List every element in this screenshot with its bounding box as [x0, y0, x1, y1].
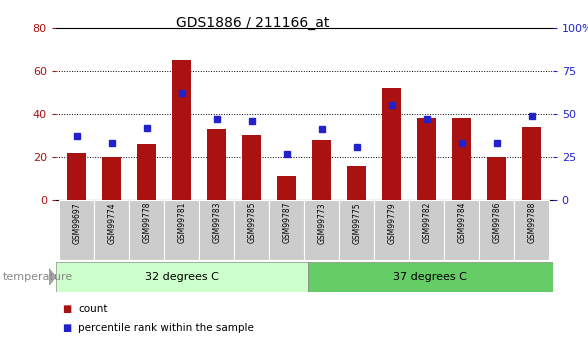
Bar [102, 157, 122, 200]
Bar [56, 262, 308, 292]
Text: GSM99774: GSM99774 [108, 202, 116, 244]
Bar [95, 200, 129, 260]
Text: GSM99775: GSM99775 [352, 202, 361, 244]
Bar [165, 200, 199, 260]
Text: GSM99781: GSM99781 [178, 202, 186, 243]
Text: 32 degrees C: 32 degrees C [145, 272, 219, 282]
Bar [514, 200, 549, 260]
Bar [312, 140, 332, 200]
Bar [487, 157, 506, 200]
Bar [409, 200, 444, 260]
Bar [277, 176, 296, 200]
Bar [308, 262, 553, 292]
Text: GSM99785: GSM99785 [248, 202, 256, 244]
Text: GSM99788: GSM99788 [527, 202, 536, 243]
Text: GSM99787: GSM99787 [282, 202, 291, 244]
Text: GSM99697: GSM99697 [72, 202, 81, 244]
Bar [445, 200, 479, 260]
Bar [382, 88, 402, 200]
Text: GSM99778: GSM99778 [142, 202, 151, 244]
Bar [199, 200, 234, 260]
Text: GSM99773: GSM99773 [318, 202, 326, 244]
Bar [242, 136, 262, 200]
Bar [417, 118, 436, 200]
Bar [522, 127, 542, 200]
Bar [375, 200, 409, 260]
Polygon shape [49, 268, 56, 286]
Bar [172, 60, 192, 200]
Text: GSM99786: GSM99786 [492, 202, 501, 244]
Bar [269, 200, 304, 260]
Bar [67, 152, 86, 200]
Text: percentile rank within the sample: percentile rank within the sample [78, 323, 254, 333]
Text: GDS1886 / 211166_at: GDS1886 / 211166_at [176, 16, 329, 30]
Text: GSM99784: GSM99784 [457, 202, 466, 244]
Bar [479, 200, 514, 260]
Text: ■: ■ [62, 323, 71, 333]
Text: GSM99783: GSM99783 [212, 202, 221, 244]
Text: temperature: temperature [3, 272, 73, 282]
Bar [207, 129, 226, 200]
Text: GSM99782: GSM99782 [422, 202, 431, 243]
Bar [59, 200, 94, 260]
Bar [347, 166, 366, 200]
Text: 37 degrees C: 37 degrees C [393, 272, 467, 282]
Text: count: count [78, 304, 108, 314]
Bar [339, 200, 374, 260]
Bar [235, 200, 269, 260]
Bar [129, 200, 164, 260]
Text: ■: ■ [62, 304, 71, 314]
Text: GSM99779: GSM99779 [387, 202, 396, 244]
Bar [305, 200, 339, 260]
Bar [452, 118, 472, 200]
Bar [137, 144, 156, 200]
